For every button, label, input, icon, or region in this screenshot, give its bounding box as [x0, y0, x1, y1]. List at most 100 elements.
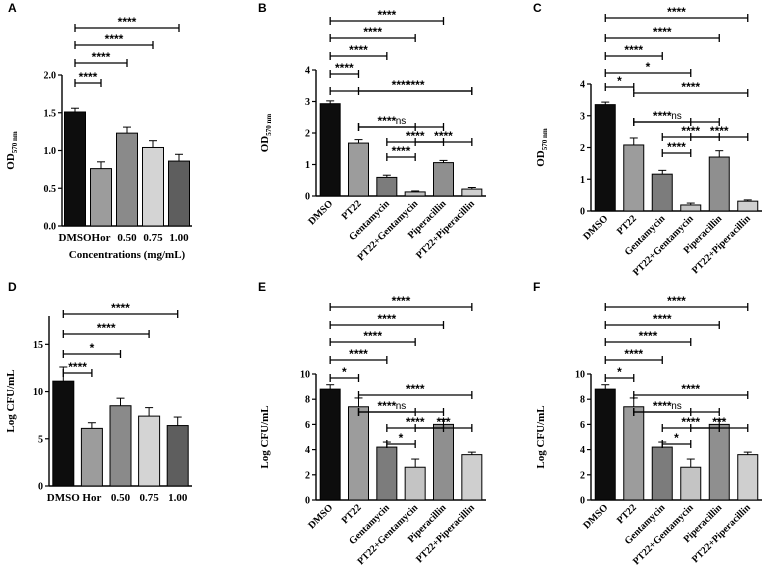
significance-label: ****: [667, 5, 686, 19]
y-tick-label: 2: [580, 470, 585, 481]
significance-label: ****: [406, 129, 425, 143]
bar-f-4: [708, 423, 730, 501]
y-axis-title-main: OD: [5, 153, 17, 170]
significance-label: ****: [624, 43, 643, 57]
category-label: 0.75: [143, 232, 163, 244]
bar-d-1: [80, 427, 103, 487]
significance-label: ****: [97, 321, 116, 335]
y-axis-title-subscript: 570 nm: [541, 128, 549, 150]
y-tick-label: 4: [305, 66, 310, 77]
bar-a-4: [168, 160, 190, 227]
y-axis-title-main: Log CFU/mL: [5, 369, 17, 432]
significance-label: ns: [671, 401, 682, 412]
significance-label: ****: [79, 70, 98, 84]
y-tick-label: 4: [580, 80, 585, 91]
significance-label: ****: [392, 144, 411, 158]
significance-label: ****: [406, 382, 425, 396]
bar-c-0: [594, 104, 616, 212]
significance-label: ****: [653, 25, 672, 39]
y-tick-label: 10: [575, 370, 585, 381]
y-tick-label: 2: [305, 129, 310, 140]
significance-label: ****: [105, 32, 124, 46]
panel-letter: D: [8, 280, 17, 294]
panel-letter: E: [258, 280, 266, 294]
significance-label: ****: [653, 312, 672, 326]
bar-e-1: [348, 406, 369, 501]
bar-b-1: [348, 142, 369, 197]
bar-c-4: [708, 156, 730, 212]
y-axis-title: OD570 nm: [259, 114, 273, 153]
bar-c-3: [680, 204, 702, 212]
significance-label: ****: [377, 312, 396, 326]
significance-label: ****: [681, 124, 700, 138]
bar-e-2: [376, 446, 398, 501]
significance-label: ****: [92, 50, 111, 64]
significance-label: ****: [349, 43, 368, 57]
y-tick-label: 0: [580, 207, 585, 218]
category-label: Hor: [82, 492, 101, 504]
category-label: DMSO: [581, 502, 610, 531]
bar-e-0: [319, 388, 341, 501]
significance-label: ****: [363, 25, 382, 39]
significance-label: *: [674, 431, 679, 445]
y-tick-label: 5: [38, 434, 43, 445]
bar-d-0: [52, 380, 75, 487]
category-label: DMSO: [47, 492, 80, 504]
significance-label: *: [90, 341, 95, 355]
significance-label: ****: [681, 80, 700, 94]
y-tick-label: 0: [580, 496, 585, 507]
category-label: 0.50: [117, 232, 137, 244]
category-label: PT22: [615, 213, 639, 237]
significance-label: *: [399, 431, 404, 445]
y-tick-label: 0: [305, 192, 310, 203]
category-label: 0.50: [111, 492, 131, 504]
panel-letter: A: [8, 1, 17, 15]
y-axis-title-main: Log CFU/mL: [259, 405, 271, 468]
y-tick-label: 2.0: [44, 71, 57, 82]
bar-d-2: [109, 405, 132, 487]
y-tick-label: 4: [305, 445, 310, 456]
y-tick-label: 0: [305, 496, 310, 507]
y-tick-label: 0.0: [44, 222, 57, 233]
y-axis-title: Log CFU/mL: [535, 405, 547, 468]
significance-label: *: [617, 365, 622, 379]
significance-label: ****: [68, 360, 87, 374]
category-label: DMSO: [306, 502, 335, 531]
y-tick-label: 8: [580, 395, 585, 406]
category-label: Hor: [92, 232, 111, 244]
significance-label: ****: [667, 294, 686, 308]
panel-letter: C: [533, 1, 542, 15]
category-label: PT22: [340, 502, 364, 526]
category-label: 1.00: [168, 492, 188, 504]
significance-label: ***: [436, 415, 450, 429]
significance-label: ***: [712, 415, 726, 429]
significance-label: ****: [406, 415, 425, 429]
y-tick-label: 10: [33, 387, 43, 398]
y-axis-title-main: Log CFU/mL: [535, 405, 547, 468]
x-axis-title: Concentrations (mg/mL): [69, 249, 186, 261]
bar-f-1: [623, 406, 645, 501]
bar-e-3: [404, 466, 426, 501]
category-label: DMSO: [581, 213, 610, 242]
y-tick-label: 8: [305, 395, 310, 406]
bar-b-5: [461, 188, 483, 197]
y-tick-label: 6: [580, 420, 585, 431]
y-tick-label: 15: [33, 340, 43, 351]
bar-a-2: [116, 132, 138, 227]
significance-label: ****: [681, 415, 700, 429]
y-tick-label: 1: [580, 175, 585, 186]
y-tick-label: 10: [300, 370, 310, 381]
bar-f-3: [680, 466, 702, 501]
bar-b-3: [404, 191, 426, 197]
significance-label: ****: [639, 329, 658, 343]
y-axis-title-subscript: 570 nm: [265, 114, 273, 136]
significance-label: ****: [406, 78, 425, 92]
panel-letter: F: [533, 280, 540, 294]
bar-d-3: [138, 415, 161, 487]
y-axis-title-subscript: 570 nm: [11, 131, 19, 153]
y-tick-label: 3: [305, 97, 310, 108]
